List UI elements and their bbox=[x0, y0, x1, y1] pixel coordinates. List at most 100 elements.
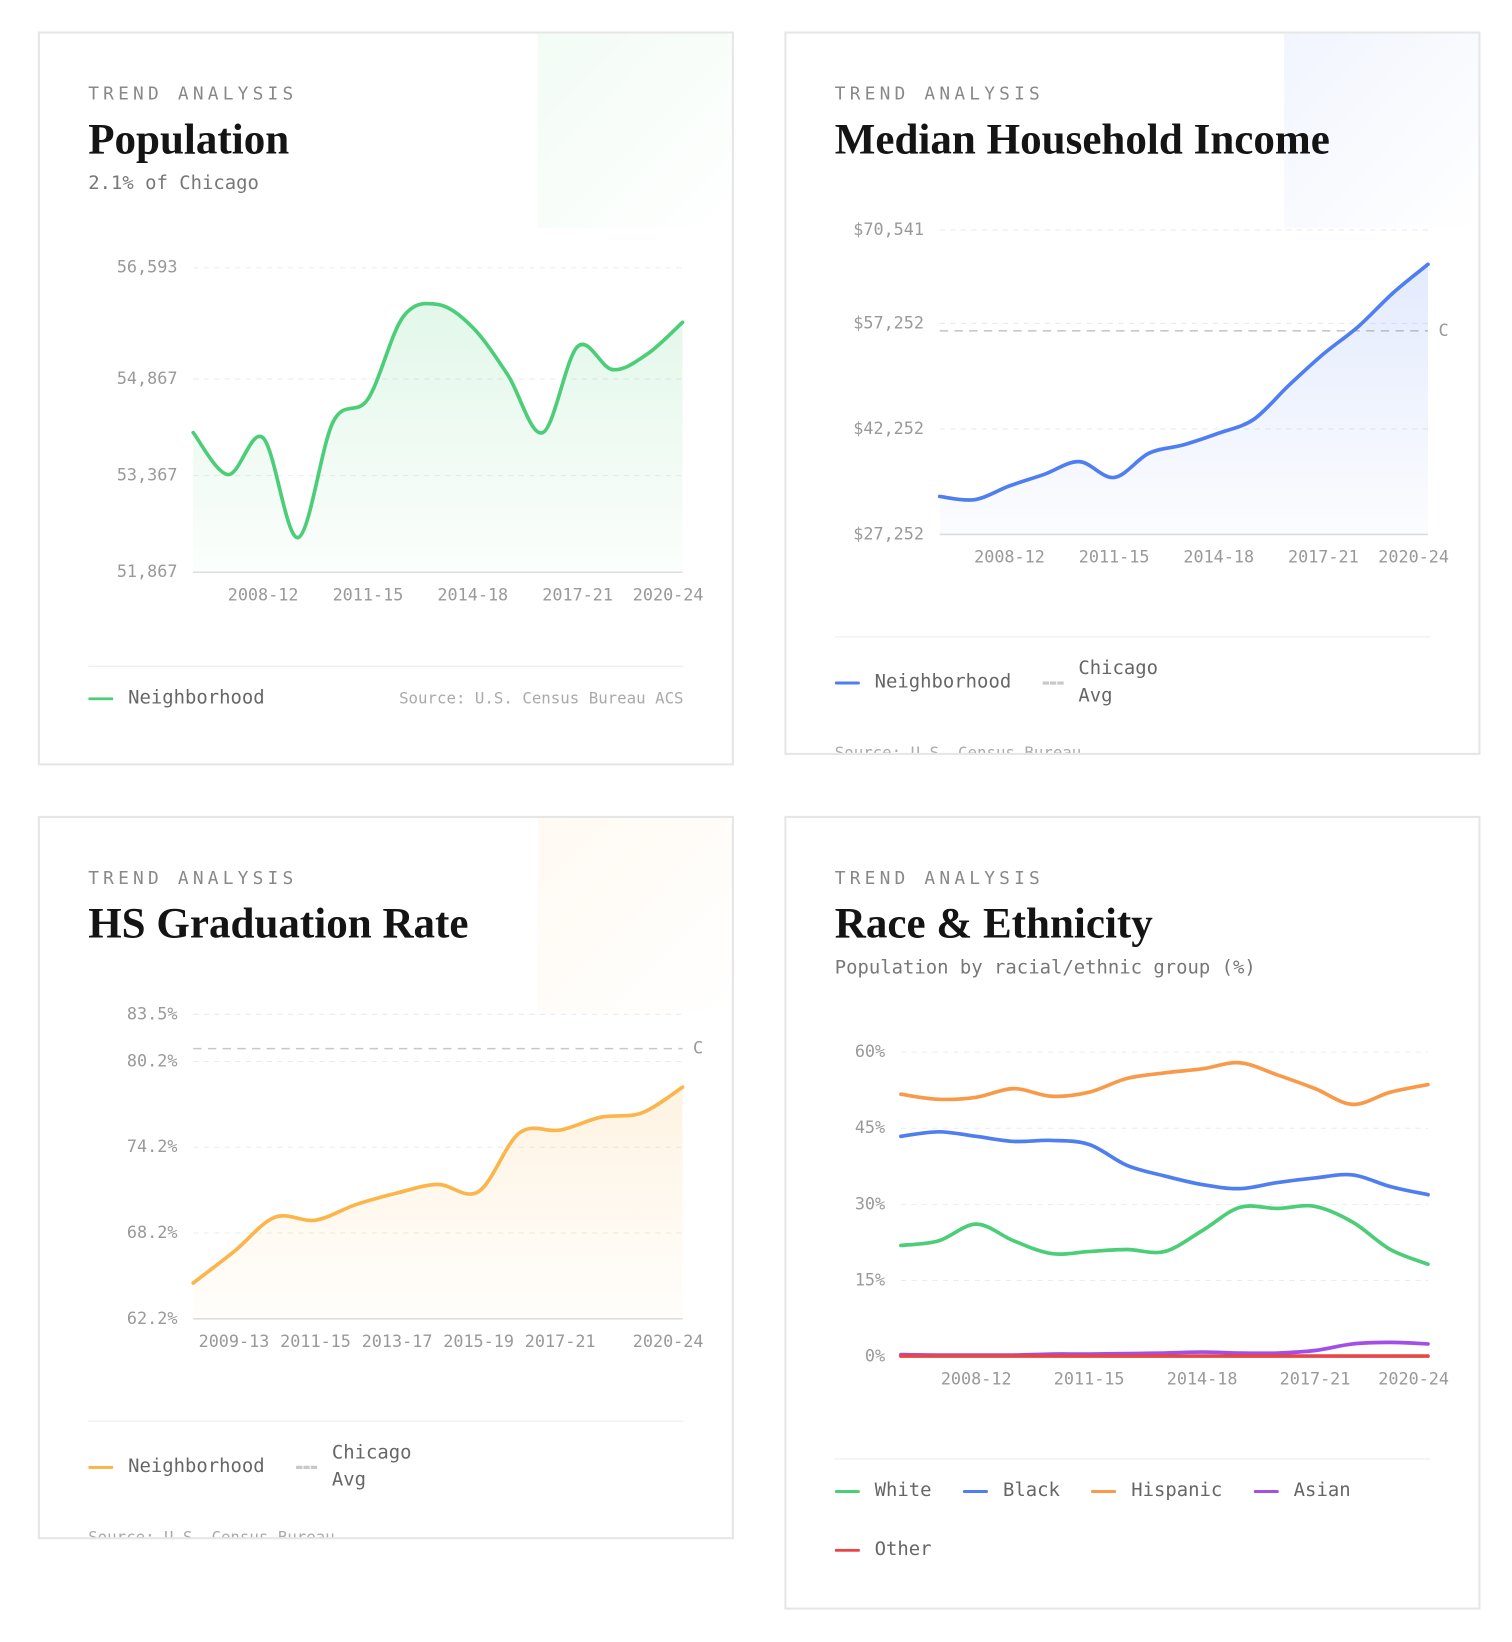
chart-card: TREND ANALYSIS Race & Ethnicity Populati… bbox=[784, 815, 1481, 1610]
y-tick-label: 0% bbox=[865, 1346, 885, 1366]
x-tick-label: 2017-21 bbox=[525, 1331, 596, 1351]
line bbox=[899, 1203, 1430, 1267]
x-tick-label: 2014-18 bbox=[1167, 1369, 1238, 1389]
legend-item: Neighborhood bbox=[88, 1453, 265, 1480]
plot: $27,252 $42,252 $57,252 $70,541 2008-12 2011-… bbox=[853, 219, 1449, 567]
line bbox=[937, 262, 1430, 502]
x-tick-label: 2013-17 bbox=[362, 1331, 433, 1351]
legend-item: Chicago Avg bbox=[1042, 655, 1173, 710]
x-tick-label: 2009-13 bbox=[199, 1331, 270, 1351]
legend-label: Black bbox=[1002, 1479, 1060, 1502]
source-note: Source: U.S. Census Bureau ACS bbox=[399, 688, 684, 708]
legend-swatch bbox=[963, 1489, 989, 1493]
x-tick-label: 2017-21 bbox=[1280, 1369, 1351, 1389]
area bbox=[193, 303, 683, 573]
y-tick-label: 83.5% bbox=[127, 1003, 178, 1023]
area bbox=[193, 1087, 683, 1319]
x-tick-label: 2008-12 bbox=[941, 1369, 1012, 1389]
x-tick-label: 2011-15 bbox=[1079, 547, 1150, 567]
x-tick-label: 2020-24 bbox=[633, 1331, 704, 1351]
area bbox=[939, 264, 1428, 535]
corner-decoration bbox=[537, 33, 732, 228]
x-tick-label: 2017-21 bbox=[542, 584, 613, 604]
chart-subtitle: 2.1% of Chicago bbox=[88, 172, 259, 195]
legend-swatch bbox=[834, 1548, 860, 1552]
y-tick-label: 68.2% bbox=[127, 1222, 178, 1242]
chart-card: TREND ANALYSIS HS Graduation Rate 62.2% 6… bbox=[37, 815, 734, 1540]
legend-swatch bbox=[88, 696, 114, 700]
source-note: Source: U.S. Census Bureau ACS bbox=[88, 1527, 335, 1540]
x-tick-label: 2020-24 bbox=[633, 584, 704, 604]
plot: 62.2% 68.2% 74.2% 80.2% 83.5% 2009-13 2011-15 2… bbox=[127, 1003, 704, 1351]
legend: Neighborhood Source: U.S. Census Bureau A… bbox=[88, 685, 684, 712]
line bbox=[899, 1129, 1430, 1197]
legend-label: Other bbox=[874, 1538, 932, 1561]
divider bbox=[834, 1458, 1431, 1460]
line bbox=[899, 1060, 1430, 1107]
divider bbox=[88, 1420, 684, 1422]
line bbox=[191, 301, 685, 540]
x-tick-label: 2017-21 bbox=[1288, 547, 1359, 567]
corner-decoration bbox=[537, 817, 732, 1013]
reference-label: C bbox=[1438, 320, 1448, 340]
y-tick-label: 74.2% bbox=[127, 1136, 178, 1156]
x-tick-label: 2015-19 bbox=[443, 1331, 514, 1351]
eyebrow: TREND ANALYSIS bbox=[834, 84, 1045, 105]
legend-label: Hispanic bbox=[1131, 1479, 1223, 1502]
divider bbox=[88, 665, 684, 667]
legend-item: Other bbox=[834, 1536, 932, 1563]
y-tick-label: 45% bbox=[855, 1117, 885, 1137]
x-tick-label: 2020-24 bbox=[1378, 1369, 1449, 1389]
y-tick-label: 15% bbox=[855, 1269, 885, 1289]
chart-subtitle: Population by racial/ethnic group (%) bbox=[834, 956, 1256, 979]
y-tick-label: 53,367 bbox=[117, 465, 178, 485]
y-tick-label: 60% bbox=[855, 1041, 885, 1061]
chart-title: Median Household Income bbox=[834, 114, 1330, 163]
y-tick-label: $70,541 bbox=[853, 219, 924, 239]
legend: White Black Hispanic Asian Other bbox=[834, 1477, 1430, 1563]
x-tick-label: 2014-18 bbox=[1183, 547, 1254, 567]
y-tick-label: 62.2% bbox=[127, 1308, 178, 1328]
legend-label: Neighborhood bbox=[128, 686, 265, 709]
x-tick-label: 2008-12 bbox=[228, 584, 299, 604]
legend-item: Neighborhood bbox=[834, 669, 1012, 696]
legend-label: White bbox=[874, 1479, 932, 1502]
eyebrow: TREND ANALYSIS bbox=[88, 84, 298, 105]
legend-label: Neighborhood bbox=[874, 670, 1012, 693]
corner-decoration bbox=[1284, 33, 1479, 228]
x-tick-label: 2011-15 bbox=[1054, 1369, 1125, 1389]
legend-label: Asian bbox=[1293, 1479, 1351, 1502]
eyebrow: TREND ANALYSIS bbox=[88, 868, 298, 890]
y-tick-label: $42,252 bbox=[853, 418, 924, 438]
chart-card: TREND ANALYSIS Population 2.1% of Chicag… bbox=[37, 31, 734, 766]
eyebrow: TREND ANALYSIS bbox=[834, 868, 1045, 890]
plot: 51,867 53,367 54,867 56,593 2008-12 2011-15 20… bbox=[117, 257, 704, 605]
legend-item: Neighborhood bbox=[88, 685, 265, 712]
chart-title: Race & Ethnicity bbox=[834, 898, 1153, 948]
y-tick-label: $57,252 bbox=[853, 312, 924, 332]
legend-item: Chicago Avg bbox=[296, 1440, 426, 1495]
y-tick-label: 80.2% bbox=[127, 1050, 178, 1070]
legend-swatch bbox=[1253, 1489, 1279, 1493]
x-tick-label: 2011-15 bbox=[280, 1331, 351, 1351]
y-tick-label: 54,867 bbox=[117, 368, 178, 388]
y-tick-label: $27,252 bbox=[853, 523, 924, 543]
y-tick-label: 30% bbox=[855, 1193, 885, 1213]
legend-label: Neighborhood bbox=[128, 1455, 265, 1478]
x-tick-label: 2014-18 bbox=[437, 584, 508, 604]
x-tick-label: 2008-12 bbox=[974, 547, 1045, 567]
x-tick-label: 2011-15 bbox=[333, 584, 404, 604]
legend-label: Chicago Avg bbox=[1078, 657, 1159, 707]
legend-swatch bbox=[834, 680, 860, 685]
plot: 0% 15% 30% 45% 60% 2008-12 2011-15 2014-18 2017-… bbox=[855, 1041, 1449, 1389]
line bbox=[191, 1085, 685, 1285]
legend-swatch bbox=[834, 1489, 860, 1493]
y-tick-label: 51,867 bbox=[117, 561, 178, 581]
legend-item: White bbox=[834, 1477, 932, 1504]
legend-swatch bbox=[88, 1465, 114, 1469]
divider bbox=[834, 636, 1431, 638]
reference-label: C bbox=[693, 1038, 703, 1058]
legend-swatch bbox=[296, 1465, 318, 1469]
legend-item: Asian bbox=[1253, 1477, 1351, 1504]
